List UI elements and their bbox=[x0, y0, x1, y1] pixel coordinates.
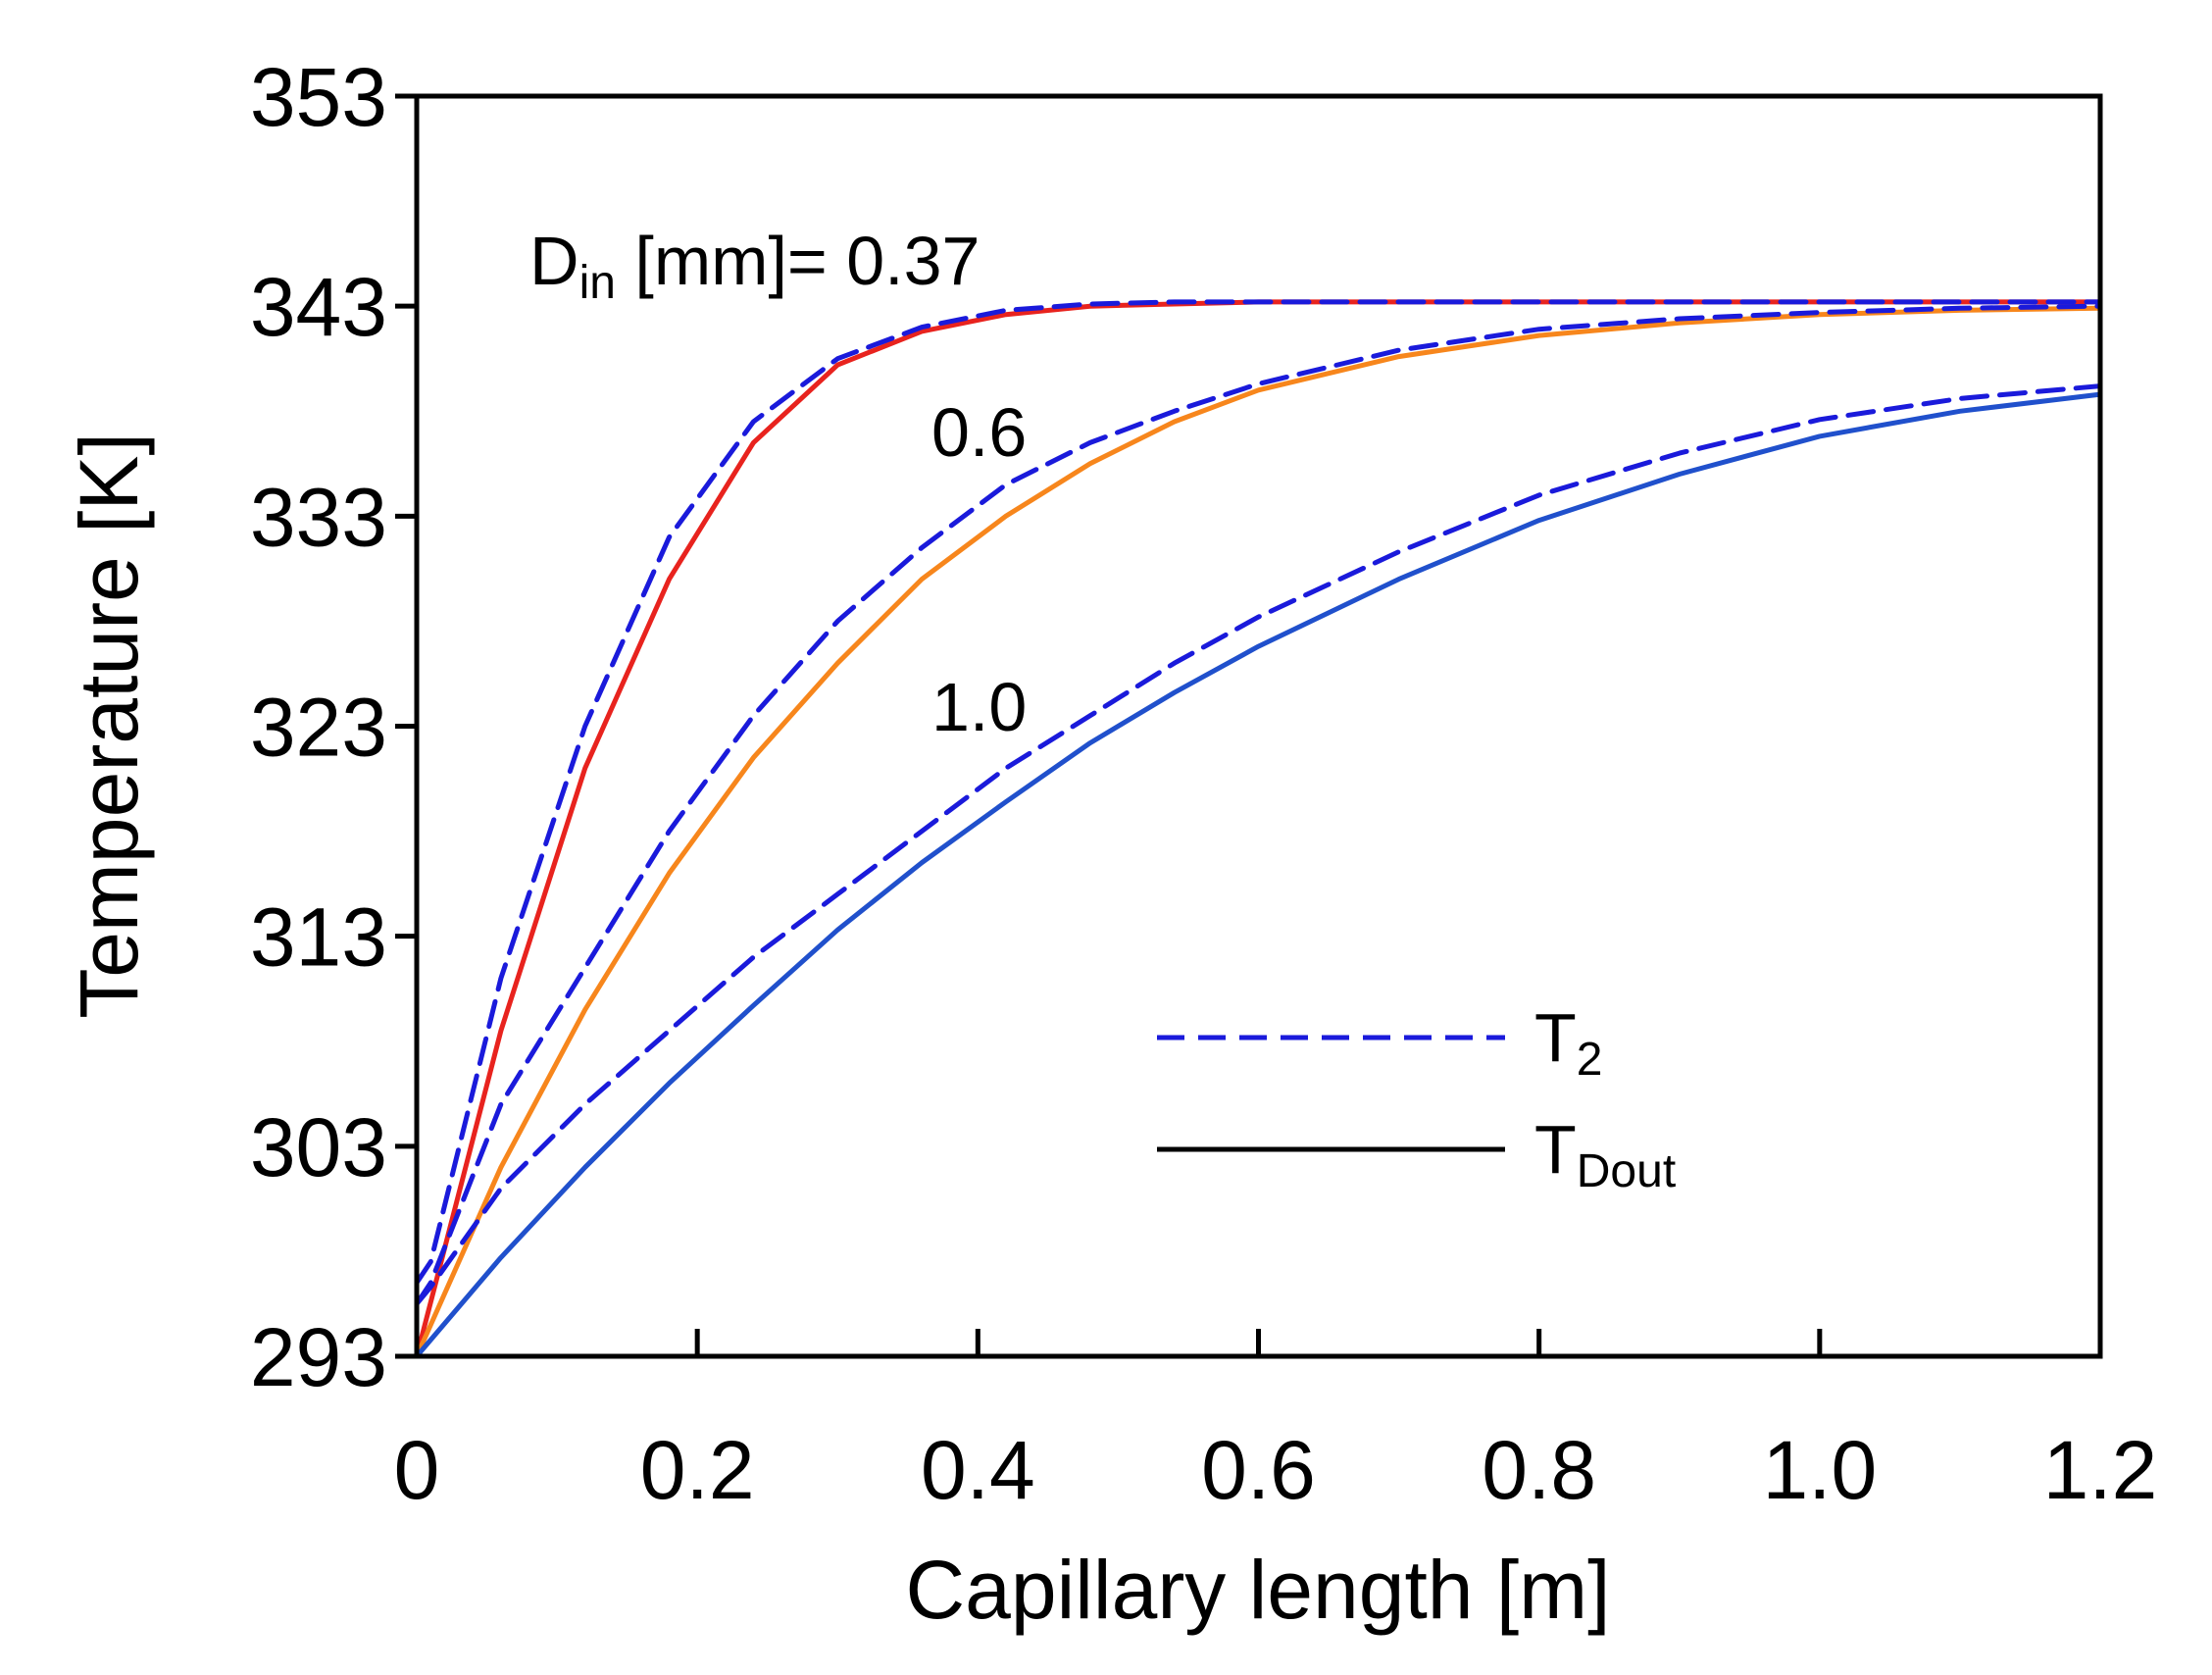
series-line-4 bbox=[414, 383, 2103, 1306]
series-layer bbox=[414, 299, 2103, 1359]
series-line-0 bbox=[414, 299, 2103, 1286]
legend-tdout-base: T bbox=[1534, 1111, 1577, 1188]
y-tick-label: 333 bbox=[250, 471, 387, 563]
x-tick-label: 1.2 bbox=[2043, 1424, 2158, 1516]
y-axis-title: Temperature [K] bbox=[63, 432, 155, 1019]
x-axis-title: Capillary length [m] bbox=[906, 1544, 1611, 1636]
y-tick-label: 303 bbox=[250, 1101, 387, 1193]
legend-t2-sub: 2 bbox=[1577, 1034, 1603, 1086]
annotation-din-06: 0.6 bbox=[931, 394, 1027, 471]
tick-layer: 0 0.2 0.4 0.6 0.8 1.0 1.2 293 303 313 323 333 343 353 bbox=[250, 51, 2158, 1516]
legend: T2 TDout bbox=[1157, 999, 1676, 1197]
x-tick-label: 0.4 bbox=[921, 1424, 1035, 1516]
y-tick-label: 323 bbox=[250, 682, 387, 774]
y-tick-label: 293 bbox=[250, 1311, 387, 1403]
x-tick-label: 1.0 bbox=[1762, 1424, 1877, 1516]
y-tick-label: 343 bbox=[250, 261, 387, 353]
annotation-din-10: 1.0 bbox=[931, 669, 1027, 745]
legend-tdout-label: TDout bbox=[1534, 1111, 1676, 1197]
annotation-din-037-suffix: [mm]= 0.37 bbox=[616, 223, 980, 299]
annotation-din-037-prefix: D bbox=[529, 223, 579, 299]
x-tick-label: 0.8 bbox=[1482, 1424, 1596, 1516]
x-tick-label: 0.2 bbox=[640, 1424, 755, 1516]
legend-tdout-sub: Dout bbox=[1577, 1145, 1676, 1197]
x-tick-label: 0.6 bbox=[1201, 1424, 1316, 1516]
series-line-3 bbox=[414, 305, 2103, 1359]
x-tick-label: 0 bbox=[394, 1424, 440, 1516]
series-line-5 bbox=[414, 391, 2103, 1359]
series-line-2 bbox=[414, 303, 2103, 1306]
legend-t2-label: T2 bbox=[1534, 999, 1602, 1086]
legend-t2-base: T bbox=[1534, 999, 1577, 1076]
annotation-din-037: Din [mm]= 0.37 bbox=[529, 223, 980, 309]
annotation-din-037-sub: in bbox=[579, 257, 616, 309]
y-tick-label: 353 bbox=[250, 51, 387, 143]
y-tick-label: 313 bbox=[250, 891, 387, 984]
